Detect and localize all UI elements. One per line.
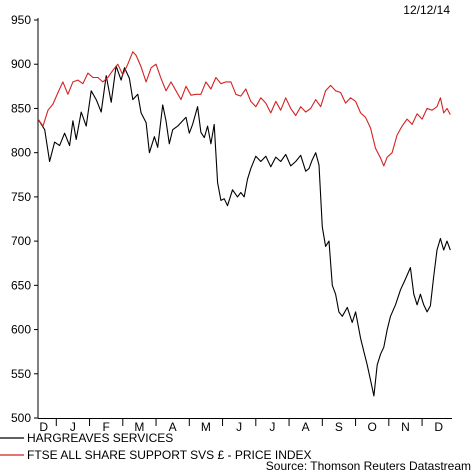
series-line-ftse — [37, 51, 451, 167]
legend-label-hargreaves: HARGREAVES SERVICES — [27, 431, 173, 445]
series-line-hargreaves — [37, 65, 451, 397]
x-tick-label: J — [70, 420, 76, 434]
x-tick-label: S — [335, 420, 343, 434]
x-tick-label: J — [269, 420, 275, 434]
y-tick-label: 700 — [11, 234, 31, 248]
legend: HARGREAVES SERVICES FTSE ALL SHARE SUPPO… — [0, 431, 312, 462]
x-tick-label: A — [302, 420, 310, 434]
x-tick-label: N — [401, 420, 410, 434]
x-tick-label: A — [169, 420, 177, 434]
y-tick-label: 800 — [11, 146, 31, 160]
x-tick-label: J — [236, 420, 242, 434]
x-tick-label: O — [368, 420, 377, 434]
y-axis-ticks: 500 550 600 650 700 750 800 850 900 950 — [11, 13, 38, 425]
axes — [37, 18, 452, 419]
date-label: 12/12/14 — [403, 3, 450, 17]
y-tick-label: 900 — [11, 57, 31, 71]
y-tick-label: 600 — [11, 323, 31, 337]
x-tick-label: D — [434, 420, 443, 434]
y-tick-label: 950 — [11, 13, 31, 27]
x-tick-label: D — [39, 420, 48, 434]
source-note: Source: Thomson Reuters Datastream — [266, 459, 471, 473]
y-tick-label: 500 — [11, 411, 31, 425]
y-tick-label: 850 — [11, 101, 31, 115]
series-lines — [37, 51, 451, 397]
y-tick-label: 650 — [11, 278, 31, 292]
y-tick-label: 750 — [11, 190, 31, 204]
x-tick-label: M — [134, 420, 144, 434]
x-tick-label: M — [201, 420, 211, 434]
legend-label-ftse: FTSE ALL SHARE SUPPORT SVS £ - PRICE IND… — [27, 448, 312, 462]
y-tick-label: 550 — [11, 367, 31, 381]
x-tick-label: F — [102, 420, 109, 434]
